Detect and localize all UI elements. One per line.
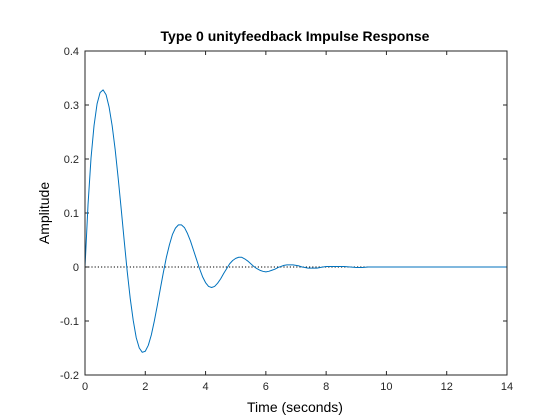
axes: 0 2 4 6 8 10 12 14 -0.2 -0.1 0 0.1 0.2 0.3 0.4 bbox=[60, 46, 513, 393]
series bbox=[84, 89, 507, 353]
x-tick-label: 14 bbox=[501, 381, 513, 393]
x-tick-label: 10 bbox=[380, 381, 392, 393]
y-tick-label: 0.3 bbox=[64, 100, 79, 112]
y-tick-label: 0.2 bbox=[64, 154, 79, 166]
y-tick-label: 0.4 bbox=[64, 46, 79, 58]
impulse-response-line bbox=[84, 89, 507, 353]
y-tick-label: 0 bbox=[73, 262, 79, 274]
y-axis-label: Amplitude bbox=[36, 182, 52, 244]
plot-area-border bbox=[84, 50, 508, 376]
x-tick-label: 2 bbox=[142, 381, 148, 393]
x-tick-label: 6 bbox=[263, 381, 269, 393]
x-tick-label: 8 bbox=[323, 381, 329, 393]
x-tick-label: 0 bbox=[82, 381, 88, 393]
y-tick-label: -0.2 bbox=[60, 370, 79, 382]
x-axis-label: Time (seconds) bbox=[247, 399, 343, 415]
x-tick-label: 12 bbox=[441, 381, 453, 393]
y-tick-label: -0.1 bbox=[60, 316, 79, 328]
x-tick-label: 4 bbox=[203, 381, 209, 393]
y-tick-label: 0.1 bbox=[64, 208, 79, 220]
chart-title: Type 0 unityfeedback Impulse Response bbox=[161, 28, 430, 44]
